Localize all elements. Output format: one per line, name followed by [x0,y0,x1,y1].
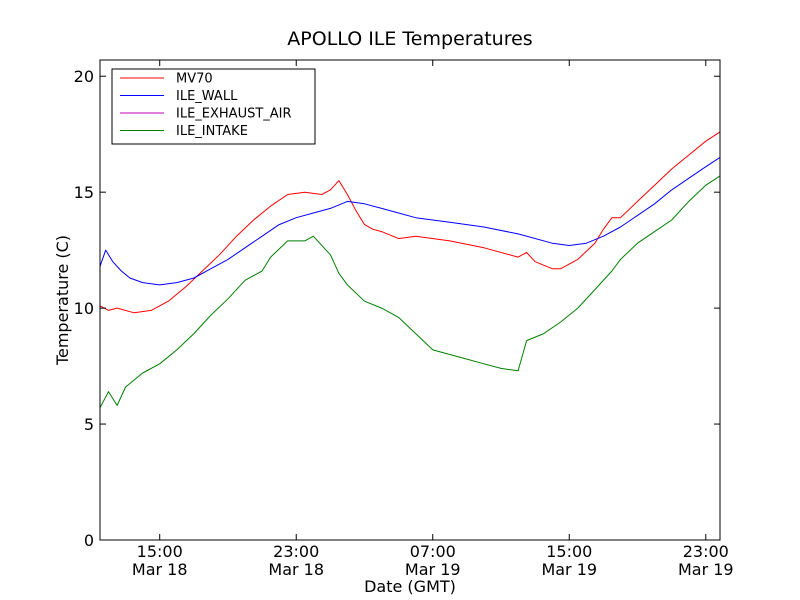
x-tick-label-date: Mar 18 [132,560,188,579]
x-tick-label-date: Mar 19 [541,560,597,579]
x-tick-label-time: 15:00 [137,542,183,561]
x-tick-label-time: 23:00 [273,542,319,561]
y-tick-label: 15 [74,183,94,202]
x-tick-label-date: Mar 19 [405,560,461,579]
legend: MV70 ILE_WALL ILE_EXHAUST_AIR ILE_INTAKE [111,68,316,145]
y-axis-title: Temperature (C) [53,235,72,366]
y-tick-label: 5 [84,415,94,434]
legend-box [111,68,316,145]
x-tick-label-time: 15:00 [546,542,592,561]
x-tick-label-date: Mar 19 [678,560,734,579]
y-tick-label: 10 [74,299,94,318]
y-tick-label: 20 [74,67,94,86]
series-line-ile-intake [99,175,721,409]
x-tick-label-date: Mar 18 [268,560,324,579]
series-line-mv70 [99,131,721,314]
legend-label-mv70: MV70 [176,72,213,87]
x-axis-title: Date (GMT) [364,577,456,596]
legend-label-ile-exhaust-air: ILE_EXHAUST_AIR [176,107,292,122]
x-tick-label-time: 23:00 [683,542,729,561]
plot-frame [99,59,721,541]
legend-label-ile-intake: ILE_INTAKE [176,124,248,139]
y-tick-label: 0 [84,531,94,550]
series-layer [99,131,721,409]
legend-label-ile-wall: ILE_WALL [176,89,238,104]
x-tick-label-time: 07:00 [410,542,456,561]
chart-title: APOLLO ILE Temperatures [287,28,532,50]
series-line-ile-wall [99,156,721,286]
